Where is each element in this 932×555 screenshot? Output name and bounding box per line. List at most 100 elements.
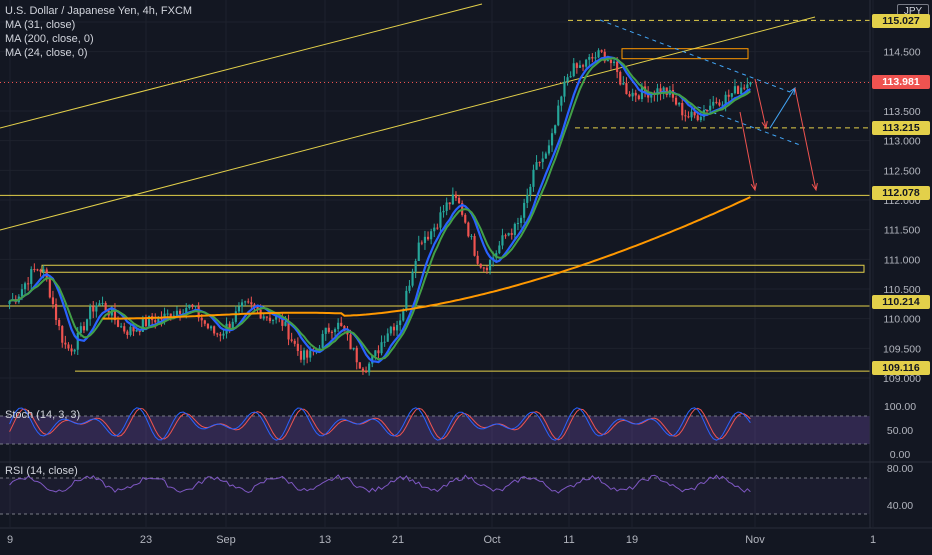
candle-body xyxy=(470,235,473,237)
candle-body xyxy=(699,116,702,121)
candle-body xyxy=(616,61,619,72)
candle-body xyxy=(290,339,293,341)
candle-body xyxy=(625,83,628,95)
rsi-tick-label: 40.00 xyxy=(887,500,913,512)
candle-body xyxy=(606,59,609,62)
candle-body xyxy=(120,326,123,328)
candle-body xyxy=(507,233,510,236)
candle-body xyxy=(203,320,206,324)
arrow-down-short xyxy=(754,78,767,129)
candle-body xyxy=(482,267,485,269)
candle-body xyxy=(665,87,668,95)
candle-body xyxy=(640,86,644,100)
candle-body xyxy=(113,308,117,321)
candle-body xyxy=(693,111,696,116)
candle-body xyxy=(265,316,268,318)
candle-body xyxy=(417,242,420,261)
candle-body xyxy=(383,341,386,343)
x-tick-label: Sep xyxy=(216,534,236,546)
candle-body xyxy=(284,321,287,326)
candle-body xyxy=(23,283,27,290)
candle-body xyxy=(30,269,33,284)
candle-body xyxy=(8,300,11,304)
candle-body xyxy=(681,102,684,116)
candle-body xyxy=(426,236,430,240)
x-tick-label: 11 xyxy=(563,534,574,546)
candle-body xyxy=(358,362,361,369)
candle-body xyxy=(746,84,749,89)
current-price-label: 113.981 xyxy=(872,75,930,89)
candle-body xyxy=(600,50,603,52)
candle-body xyxy=(374,350,377,356)
rsi-tick-label: 80.00 xyxy=(887,463,913,475)
candle-body xyxy=(451,194,454,205)
y-tick-label: 113.500 xyxy=(883,106,920,118)
candle-body xyxy=(588,57,591,60)
candle-body xyxy=(48,279,51,298)
candle-body xyxy=(498,245,501,254)
candle-body xyxy=(268,317,272,321)
candle-body xyxy=(39,269,42,272)
trendline-lower xyxy=(0,16,816,231)
candle-body xyxy=(194,305,197,307)
candle-body xyxy=(132,326,135,332)
candle-body xyxy=(504,235,507,237)
candle-body xyxy=(240,302,244,307)
candle-body xyxy=(581,65,585,67)
candle-body xyxy=(73,349,76,352)
ma24-line xyxy=(9,57,752,361)
candle-body xyxy=(619,71,622,85)
candle-body xyxy=(386,333,389,342)
candle-body xyxy=(724,94,727,105)
candle-body xyxy=(262,316,265,319)
candle-body xyxy=(67,344,70,349)
chart-title: U.S. Dollar / Japanese Yen, 4h, FXCM xyxy=(5,5,193,17)
candle-body xyxy=(705,110,709,112)
candle-body xyxy=(209,326,213,329)
moving-averages xyxy=(9,55,752,364)
candle-body xyxy=(299,350,303,360)
candle-body xyxy=(523,202,526,218)
candle-body xyxy=(430,231,433,240)
y-tick-label: 112.500 xyxy=(883,165,920,177)
y-tick-label: 111.000 xyxy=(884,254,921,266)
candle-body xyxy=(216,333,219,335)
candle-body xyxy=(318,347,321,349)
candle-body xyxy=(464,214,467,223)
candle-body xyxy=(368,363,371,373)
candle-body xyxy=(157,317,160,323)
candle-body xyxy=(554,125,557,134)
candle-body xyxy=(126,331,129,335)
candle-body xyxy=(141,319,144,332)
candle-body xyxy=(101,302,104,304)
candle-body xyxy=(33,269,36,271)
arrow-down-mid-head xyxy=(750,183,757,192)
arrow-down-short-head xyxy=(761,121,768,130)
candle-body xyxy=(275,316,278,320)
candle-body xyxy=(569,76,572,78)
candle-body xyxy=(337,322,340,330)
candle-body xyxy=(696,115,699,121)
projection-arrows xyxy=(739,78,818,192)
grid xyxy=(0,0,874,527)
candle-body xyxy=(585,59,588,67)
time-axis: 9 23 Sep 13 21 Oct 11 19 Nov 1 xyxy=(7,534,876,546)
candle-body xyxy=(213,326,216,334)
candle-body xyxy=(634,92,637,96)
candle-body xyxy=(271,319,275,321)
candle-body xyxy=(572,63,575,77)
candle-body xyxy=(736,86,740,94)
candle-body xyxy=(256,306,259,310)
candle-body xyxy=(547,145,551,154)
candle-body xyxy=(61,326,64,343)
candle-body xyxy=(222,333,225,336)
candle-body xyxy=(715,101,718,103)
candle-body xyxy=(659,88,662,94)
candle-body xyxy=(116,320,120,327)
y-tick-label: 114.500 xyxy=(883,47,920,59)
candle-body xyxy=(628,94,631,97)
candle-body xyxy=(92,306,95,312)
level-label-109116: 109.116 xyxy=(872,361,930,375)
